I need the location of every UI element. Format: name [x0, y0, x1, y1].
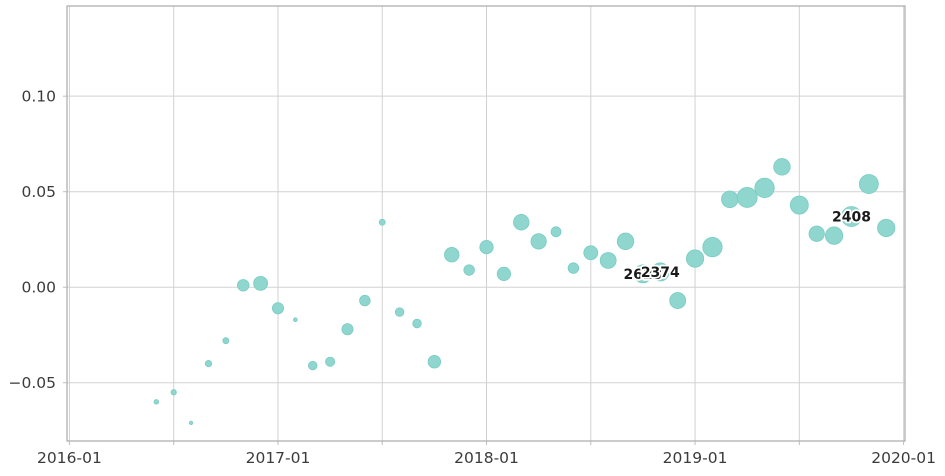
- data-bubble: [736, 187, 758, 208]
- data-bubble: [754, 177, 775, 198]
- data-bubble: [271, 302, 284, 315]
- data-bubble: [308, 360, 318, 371]
- data-bubble: [685, 249, 705, 268]
- data-bubble: [293, 317, 298, 322]
- data-bubble: [204, 360, 213, 368]
- bubble-annotation: 2408: [832, 210, 871, 226]
- data-bubble: [599, 252, 617, 269]
- y-tick-label: −0.05: [9, 374, 57, 392]
- data-bubble: [359, 294, 371, 307]
- x-tick-label: 2017-01: [246, 449, 311, 467]
- data-bubble: [427, 355, 442, 369]
- data-bubble: [341, 323, 354, 336]
- bubble-annotation: 2374: [641, 265, 680, 281]
- x-tick-label: 2016-01: [37, 449, 102, 467]
- data-bubble: [253, 275, 268, 291]
- data-bubble: [824, 226, 844, 245]
- data-bubble: [858, 174, 879, 194]
- data-bubble: [773, 158, 791, 176]
- data-bubble: [170, 389, 177, 396]
- data-bubble: [841, 206, 862, 227]
- data-bubble: [616, 232, 635, 251]
- y-tick-label: 0.00: [21, 279, 56, 297]
- x-tick-label: 2019-01: [663, 449, 728, 467]
- data-bubble: [496, 266, 512, 281]
- data-bubble: [650, 262, 670, 282]
- data-bubble: [702, 236, 723, 258]
- data-bubble: [530, 233, 547, 250]
- data-bubble: [325, 356, 336, 367]
- data-bubble: [513, 214, 530, 231]
- data-bubble: [237, 279, 250, 292]
- data-bubble: [412, 318, 422, 329]
- data-bubble: [789, 195, 809, 215]
- x-tick-label: 2018-01: [454, 449, 519, 467]
- y-tick-label: 0.05: [21, 183, 56, 201]
- x-tick-label: 2020-01: [871, 449, 936, 467]
- data-bubble: [550, 226, 562, 238]
- data-bubble: [669, 292, 687, 309]
- data-bubble: [222, 337, 230, 345]
- data-bubble: [721, 190, 739, 209]
- data-bubble: [479, 239, 494, 255]
- data-bubble: [378, 218, 386, 226]
- data-bubble: [153, 399, 160, 405]
- data-bubble: [808, 225, 825, 242]
- data-bubble: [444, 247, 460, 263]
- data-bubble: [877, 218, 896, 238]
- data-bubble: [188, 420, 194, 425]
- data-bubble: [463, 264, 475, 276]
- data-bubble: [394, 307, 405, 317]
- data-bubble: [583, 245, 599, 261]
- data-bubble: [567, 262, 580, 274]
- plot-border: [66, 5, 906, 442]
- y-tick-label: 0.10: [21, 88, 56, 106]
- bubble-annotation: 2623: [623, 267, 662, 283]
